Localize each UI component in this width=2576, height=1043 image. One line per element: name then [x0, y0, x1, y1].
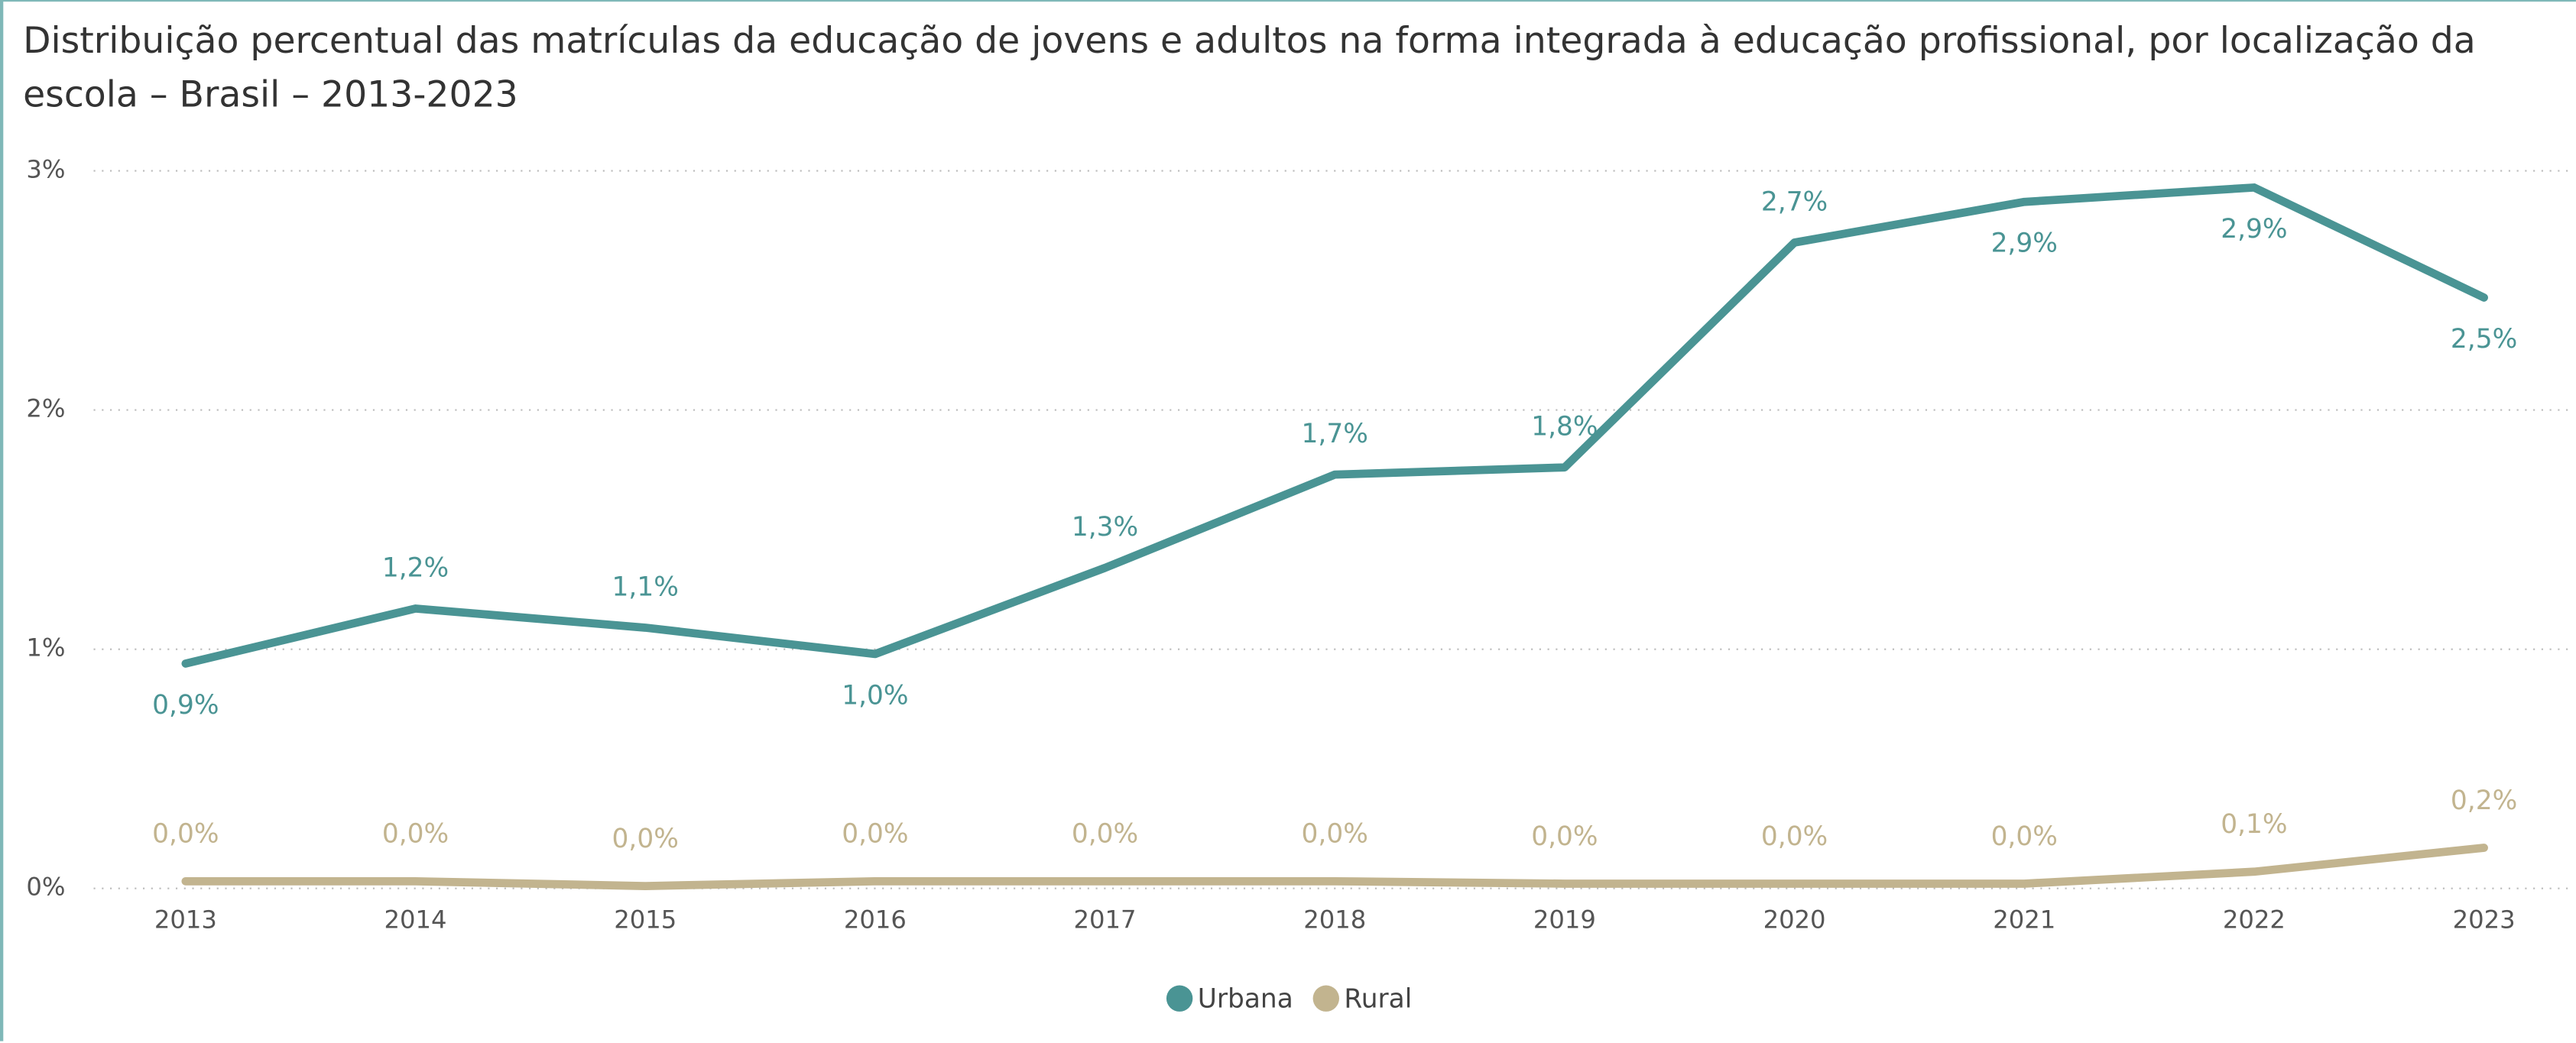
data-label: 2,7% [1761, 186, 1828, 217]
legend-marker [1312, 985, 1339, 1012]
x-tick-label: 2021 [1993, 905, 2055, 934]
data-label: 1,1% [612, 572, 679, 602]
legend-label: Rural [1344, 983, 1412, 1014]
x-tick-label: 2019 [1533, 905, 1596, 934]
data-label: 2,9% [2221, 214, 2287, 245]
x-tick-label: 2013 [154, 905, 217, 934]
data-label: 0,0% [382, 819, 449, 850]
data-label: 1,3% [1072, 512, 1138, 543]
data-label: 1,2% [382, 552, 449, 583]
data-label: 0,0% [1302, 819, 1368, 850]
chart: 0% 1% 2% 3% 2013 2014 2015 2016 2017 2018 2019 2020… [26, 155, 2574, 1014]
x-tick-label: 2017 [1074, 905, 1137, 934]
x-tick-label: 2020 [1763, 905, 1826, 934]
data-label: 0,0% [1531, 821, 1598, 852]
data-label: 1,0% [842, 680, 908, 711]
data-label: 0,1% [2221, 809, 2287, 840]
y-tick-label: 2% [26, 394, 65, 423]
x-tick-label: 2023 [2453, 905, 2516, 934]
y-tick-label: 0% [26, 873, 65, 902]
x-tick-label: 2018 [1303, 905, 1366, 934]
legend-marker [1166, 985, 1193, 1012]
y-tick-label: 3% [26, 155, 65, 184]
data-label: 0,0% [842, 819, 908, 850]
y-tick-label: 1% [26, 633, 65, 662]
x-tick-label: 2022 [2223, 905, 2286, 934]
data-label: 0,0% [1761, 821, 1828, 852]
data-label: 0,0% [152, 819, 219, 850]
data-label: 0,9% [152, 690, 219, 721]
data-label: 1,7% [1302, 419, 1368, 449]
x-tick-label: 2015 [614, 905, 676, 934]
legend-label: Urbana [1198, 983, 1293, 1014]
data-label: 0,0% [1072, 819, 1138, 850]
x-tick-label: 2016 [844, 905, 907, 934]
x-tick-label: 2014 [384, 905, 447, 934]
data-label: 0,0% [612, 824, 679, 854]
line-1 [181, 844, 2488, 890]
data-label: 1,8% [1531, 412, 1598, 442]
data-label: 2,9% [1991, 228, 2058, 259]
data-label: 0,0% [1991, 821, 2058, 852]
data-label: 0,2% [2451, 785, 2517, 816]
line-0 [181, 183, 2488, 668]
chart-title: Distribuição percentual das matrículas d… [23, 21, 2476, 117]
data-label: 2,5% [2451, 324, 2517, 355]
